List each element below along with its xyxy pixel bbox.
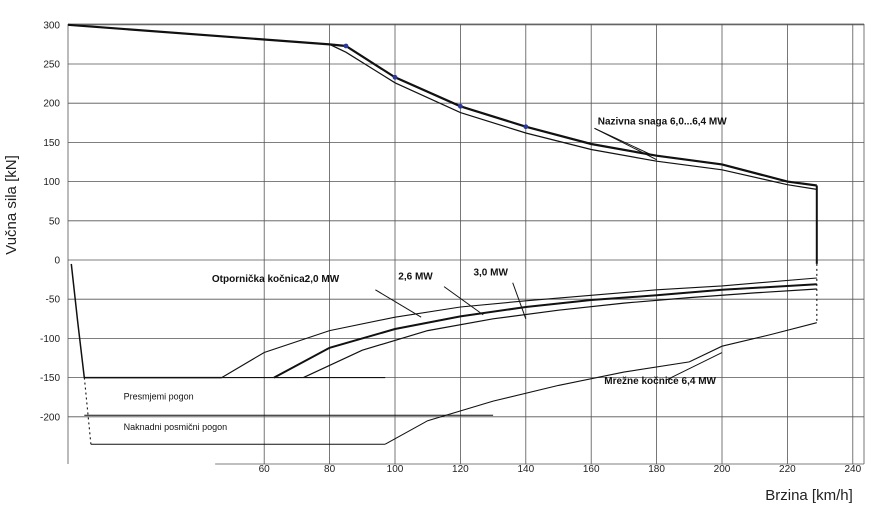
annot-regenerative-leader [666,352,723,381]
x-tick-label: 140 [517,464,534,475]
y-tick-label: 150 [43,138,60,149]
y-tick-label: 250 [43,60,60,71]
marker-group [343,43,529,130]
x-tick-label: 180 [648,464,665,475]
series-line-rheostatic-3-0 [303,288,817,379]
annot-rheostatic-2-0: Otpornička kočnica2,0 MW [212,274,340,285]
y-tick-label: 50 [49,216,61,227]
annot-auxiliary: Naknadni posmični pogon [124,422,228,432]
annot-rheostatic-2-0-leader [375,289,422,318]
y-tick-label: 300 [43,20,60,31]
y-tick-label: -100 [40,334,60,345]
series-line-regenerative-6-4 [384,322,817,445]
y-tick-label: -200 [40,412,60,423]
x-tick-label: 60 [259,464,271,475]
annot-nominal: Nazivna snaga 6,0...6,4 MW [598,116,727,127]
annot-3-0-leader [512,282,527,319]
annot-3-0: 3,0 MW [473,268,508,279]
series-line-traction-lower [67,24,817,190]
x-axis-title: Brzina [km/h] [765,487,853,504]
x-tick-label: 220 [779,464,796,475]
data-point-marker [458,103,463,109]
data-point-marker [343,43,349,49]
annot-regenerative: Mrežne kočnice 6,4 MW [604,376,716,387]
y-tick-label: -50 [46,295,61,306]
y-tick-label: 200 [43,99,60,110]
x-tick-label: 80 [324,464,336,475]
annot-nominal-leader [594,127,657,161]
annot-reverse: Presmjemi pogon [124,392,194,402]
x-tick-label: 160 [583,464,600,475]
x-tick-label: 200 [714,464,731,475]
y-axis-title: Vučna sila [kN] [3,155,20,255]
x-tick-label: 100 [387,464,404,475]
x-tick-label: 240 [844,464,861,475]
annotations: Nazivna snaga 6,0...6,4 MW Otpornička koč… [124,116,728,432]
x-tick-label: 120 [452,464,469,475]
x-tick-labels: 60 80 100 120 140 160 180 200 220 240 [259,464,862,475]
grid [67,23,865,465]
series-line-rheostatic-2-0 [221,277,817,379]
y-tick-label: 100 [43,177,60,188]
y-tick-labels: 300 250 200 150 100 50 0 -50 -100 -150 -200 [40,20,60,423]
annot-2-6-leader [443,286,484,316]
series-line-rheostatic-2-6 [273,283,817,379]
y-tick-label: 0 [54,256,60,267]
data-point-marker [392,74,398,80]
dotted-connector-left [83,377,92,445]
y-tick-label: -150 [40,373,60,384]
annot-2-6: 2,6 MW [398,272,433,283]
data-point-marker [523,124,529,130]
